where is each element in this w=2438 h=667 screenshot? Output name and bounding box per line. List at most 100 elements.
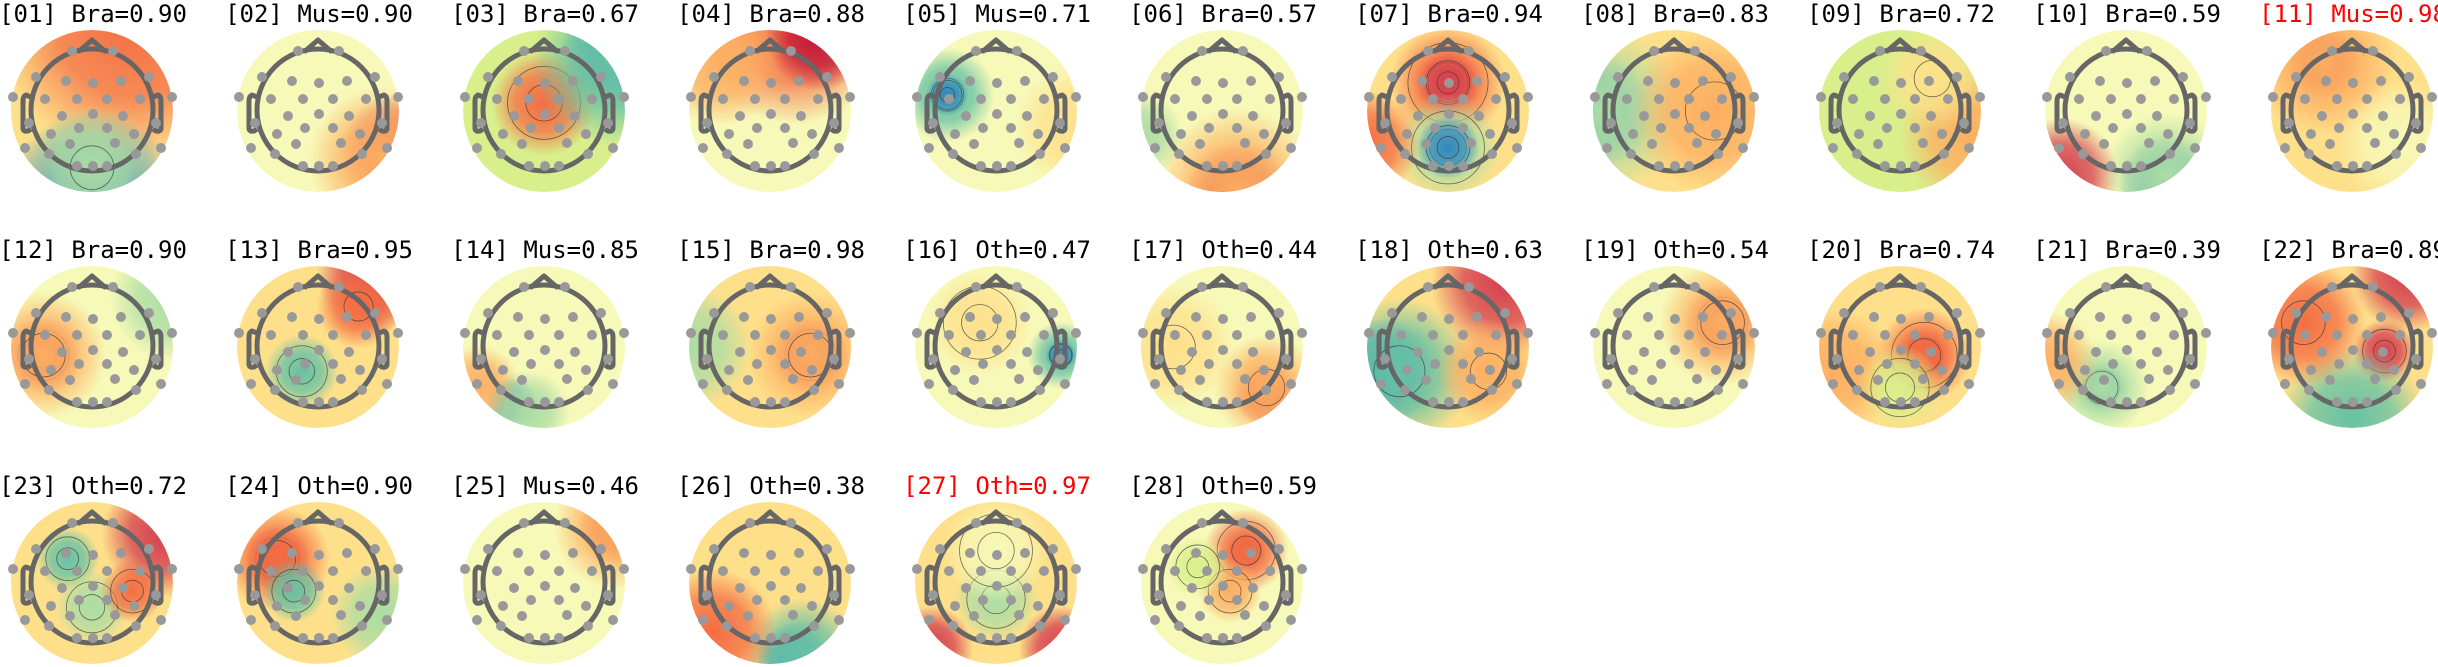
sensor-dot xyxy=(587,94,597,104)
sensor-dot xyxy=(524,566,534,576)
sensor-dot xyxy=(698,379,708,389)
sensor-dot xyxy=(1423,282,1433,292)
sensor-dot xyxy=(246,615,256,625)
sensor-dot xyxy=(1910,123,1920,133)
sensor-dot xyxy=(2348,78,2358,88)
sensor-dot xyxy=(1975,328,1985,338)
sensor-dot xyxy=(2106,330,2116,340)
sensor-dot xyxy=(1020,548,1030,558)
sensor-dot xyxy=(924,615,934,625)
sensor-dot xyxy=(1622,330,1632,340)
sensor-dot xyxy=(813,94,823,104)
sensor-dot xyxy=(314,78,324,88)
sensor-dot xyxy=(1265,566,1275,576)
sensor-dot xyxy=(328,595,338,605)
sensor-dot xyxy=(1202,330,1212,340)
sensor-dot xyxy=(807,129,817,139)
sensor-dot xyxy=(992,109,1002,119)
sensor-dot xyxy=(1458,330,1468,340)
sensor-dot xyxy=(250,590,260,600)
sensor-dot xyxy=(1020,76,1030,86)
sensor-dot xyxy=(2150,312,2160,322)
sensor-dot xyxy=(1896,397,1906,407)
sensor-dot xyxy=(1387,308,1397,318)
sensor-dot xyxy=(1523,328,1533,338)
sensor-dot xyxy=(1852,385,1862,395)
sensor-dot xyxy=(526,123,536,133)
sensor-dot xyxy=(2165,385,2175,395)
sensor-dot xyxy=(2042,328,2052,338)
sensor-dot xyxy=(20,379,30,389)
sensor-dot xyxy=(1924,312,1934,322)
sensor-dot xyxy=(976,633,986,643)
sensor-dot xyxy=(1717,330,1727,340)
sensor-dot xyxy=(344,111,354,121)
sensor-dot xyxy=(587,330,597,340)
sensor-dot xyxy=(1297,564,1307,574)
sensor-dot xyxy=(1421,139,1431,149)
sensor-dot xyxy=(1512,379,1522,389)
sensor-dot xyxy=(581,365,591,375)
sensor-dot xyxy=(1684,359,1694,369)
sensor-dot xyxy=(2284,354,2294,364)
sensor-dot xyxy=(1232,359,1242,369)
sensor-dot xyxy=(2362,123,2372,133)
sensor-dot xyxy=(1647,375,1657,385)
sensor-dot xyxy=(1684,94,1694,104)
sensor-dot xyxy=(314,550,324,560)
sensor-dot xyxy=(568,548,578,558)
sensor-dot xyxy=(72,566,82,576)
sensor-dot xyxy=(2099,139,2109,149)
sensor-dot xyxy=(709,544,719,554)
sensor-dot xyxy=(257,72,267,82)
head-outline xyxy=(20,37,164,174)
sensor-dot xyxy=(540,345,550,355)
sensor-dot xyxy=(1828,143,1838,153)
sensor-dot xyxy=(2391,149,2401,159)
sensor-dot xyxy=(1218,397,1228,407)
sensor-dot xyxy=(357,149,367,159)
sensor-dot xyxy=(583,385,593,395)
sensor-dot xyxy=(393,328,403,338)
sensor-dot xyxy=(1380,118,1390,128)
sensor-dot xyxy=(1238,518,1248,528)
sensor-dot xyxy=(2280,379,2290,389)
sensor-dot xyxy=(67,282,77,292)
topomap-09 xyxy=(1816,30,1985,192)
sensor-dot xyxy=(1014,610,1024,620)
head-outline xyxy=(246,273,390,410)
sensor-dot xyxy=(24,118,34,128)
sensor-dot xyxy=(2306,365,2316,375)
sensor-dot xyxy=(492,94,502,104)
sensor-dot xyxy=(1423,46,1433,56)
topomap-07 xyxy=(1364,30,1533,192)
sensor-dot xyxy=(1191,312,1201,322)
sensor-dot xyxy=(780,330,790,340)
head-outline xyxy=(472,273,616,410)
sensor-dot xyxy=(686,564,696,574)
sensor-dot xyxy=(102,94,112,104)
sensor-dot xyxy=(2370,138,2380,148)
sensor-dot xyxy=(8,92,18,102)
sensor-dot xyxy=(780,123,790,133)
sensor-dot xyxy=(1176,129,1186,139)
sensor-dot xyxy=(2327,46,2337,56)
sensor-dot xyxy=(1197,46,1207,56)
sensor-dot xyxy=(568,312,578,322)
sensor-dot xyxy=(722,385,732,395)
sensor-dot xyxy=(992,550,1002,560)
sensor-dot xyxy=(809,149,819,159)
sensor-dot xyxy=(1248,111,1258,121)
sensor-dot xyxy=(460,328,470,338)
sensor-dot xyxy=(361,566,371,576)
sensor-dot xyxy=(1444,161,1454,171)
sensor-dot xyxy=(1232,566,1242,576)
sensor-dot xyxy=(1039,330,1049,340)
sensor-dot xyxy=(291,611,301,621)
sensor-dot xyxy=(1376,379,1386,389)
sensor-dot xyxy=(1380,354,1390,364)
sensor-dot xyxy=(554,595,564,605)
sensor-dot xyxy=(1472,76,1482,86)
head-outline xyxy=(1828,37,1972,174)
sensor-dot xyxy=(131,621,141,631)
